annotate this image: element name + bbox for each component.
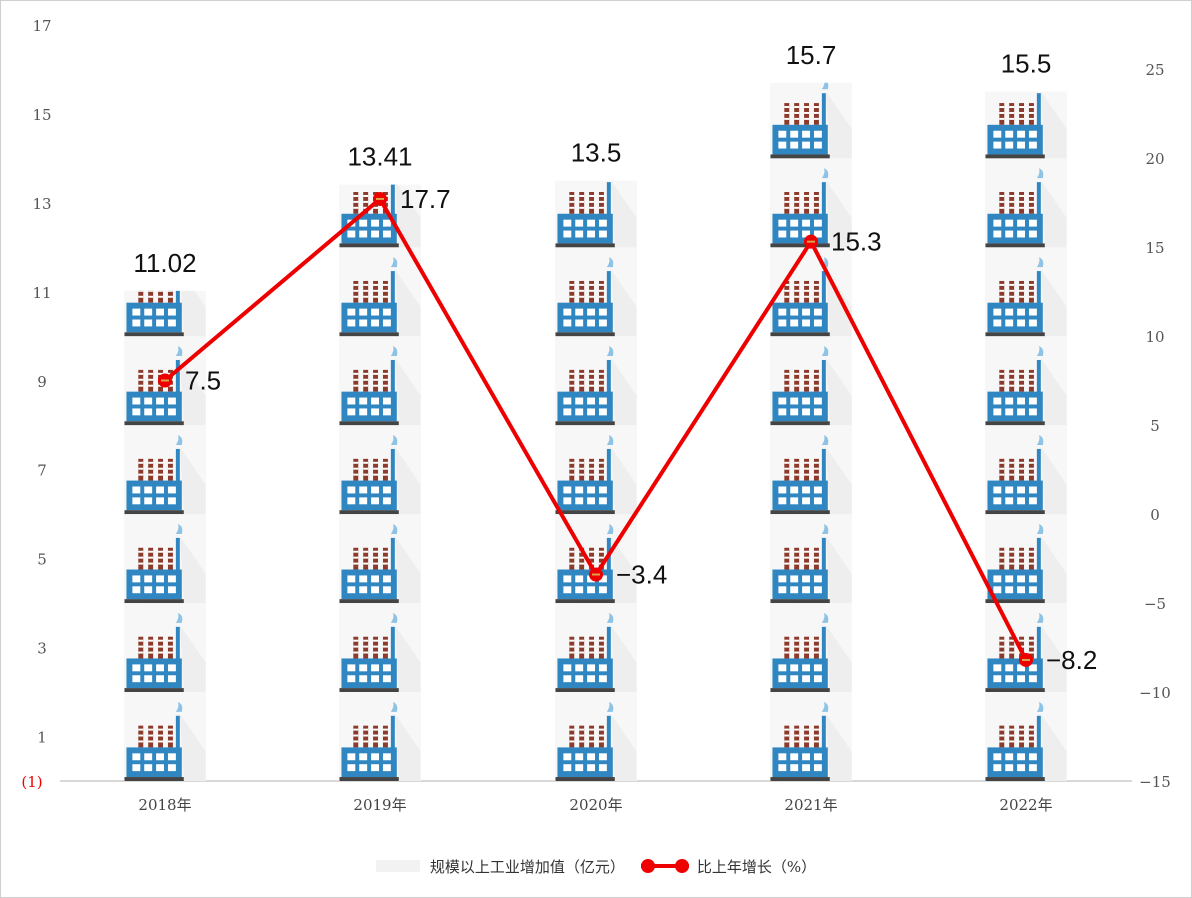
growth-value-label: −8.2 <box>1046 645 1097 675</box>
right-tick-label: −10 <box>1139 684 1171 702</box>
growth-value-label: −3.4 <box>616 560 667 590</box>
growth-value-label: 7.5 <box>185 366 221 396</box>
right-tick-label: 25 <box>1145 61 1164 79</box>
legend-line-label: 比上年增长（%） <box>696 857 817 876</box>
right-tick-label: 10 <box>1145 328 1164 346</box>
x-tick-label: 2022年 <box>999 796 1052 814</box>
growth-marker-stripe <box>592 573 600 576</box>
left-tick-label: 17 <box>32 17 51 35</box>
left-tick-label: 5 <box>37 551 47 569</box>
corner-label: (1) <box>21 773 42 791</box>
growth-value-label: 15.3 <box>831 227 882 257</box>
bar-background <box>124 290 206 781</box>
left-tick-label: 9 <box>37 373 47 391</box>
growth-point <box>158 373 172 388</box>
left-tick-label: 13 <box>32 195 51 213</box>
bar-value-label: 13.41 <box>347 142 412 172</box>
left-tick-label: 1 <box>37 729 47 747</box>
right-tick-label: 5 <box>1150 417 1160 435</box>
legend: 规模以上工业增加值（亿元） 比上年增长（%） <box>0 852 1192 880</box>
growth-marker-stripe <box>161 379 169 382</box>
bar-value-label: 15.5 <box>1001 49 1052 79</box>
bar-2022年 <box>985 91 1067 782</box>
growth-marker-stripe <box>807 240 815 243</box>
growth-marker-stripe <box>1022 658 1030 661</box>
right-tick-label: 20 <box>1145 150 1164 168</box>
growth-value-label: 17.7 <box>400 184 451 214</box>
growth-point <box>1019 652 1033 667</box>
growth-marker-stripe <box>376 197 384 200</box>
bar-value-label: 13.5 <box>571 138 622 168</box>
growth-point <box>804 234 818 249</box>
bar-value-label: 11.02 <box>133 248 196 278</box>
x-tick-label: 2020年 <box>569 796 622 814</box>
bar-2019年 <box>339 184 421 781</box>
x-tick-label: 2018年 <box>138 796 191 814</box>
growth-point <box>589 567 603 582</box>
bar-2021年 <box>770 82 852 781</box>
legend-bar-swatch <box>375 860 420 872</box>
right-tick-label: 15 <box>1145 239 1164 257</box>
bar-2020年 <box>555 180 637 782</box>
bar-value-label: 15.7 <box>786 40 837 70</box>
left-tick-label: 7 <box>37 462 47 480</box>
legend-line-swatch <box>640 859 689 873</box>
left-tick-label: 11 <box>32 284 51 302</box>
right-tick-label: −15 <box>1139 773 1171 791</box>
legend-bar-label: 规模以上工业增加值（亿元） <box>429 857 625 876</box>
right-tick-label: −5 <box>1144 595 1166 613</box>
right-tick-label: 0 <box>1150 506 1160 524</box>
growth-point <box>373 191 387 206</box>
left-tick-label: 15 <box>32 106 51 124</box>
x-tick-label: 2019年 <box>353 796 406 814</box>
bar-2018年 <box>124 290 206 781</box>
x-tick-label: 2021年 <box>784 796 837 814</box>
left-tick-label: 3 <box>37 640 47 658</box>
